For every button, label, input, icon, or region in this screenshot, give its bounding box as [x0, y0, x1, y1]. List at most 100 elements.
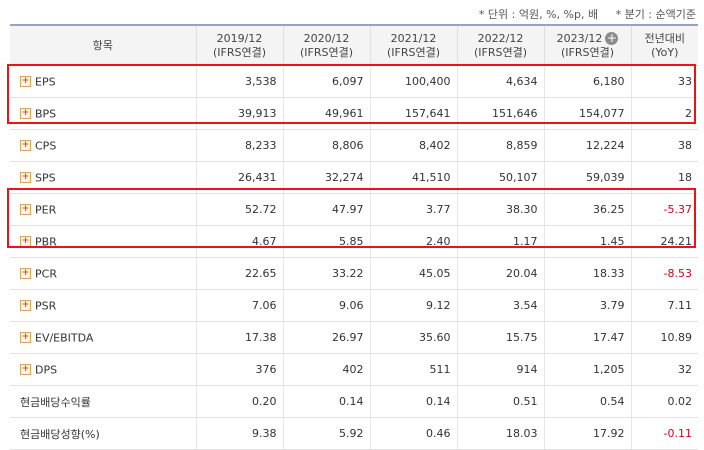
- value-cell: 154,077: [543, 97, 631, 130]
- value-cell: 100,400: [369, 65, 457, 98]
- value-cell: 4.67: [195, 225, 283, 258]
- yoy-cell: 24.21: [630, 225, 698, 258]
- value-cell: 7.06: [195, 289, 283, 322]
- row-label: PCR: [35, 267, 57, 281]
- table-row: + PCR 22.65 33.22 45.05 20.04 18.33 -8.53: [10, 257, 698, 290]
- value-cell: 38.30: [456, 193, 544, 226]
- table-row: + SPS 26,431 32,274 41,510 50,107 59,039 18: [10, 161, 698, 194]
- value-cell: 0.51: [456, 385, 544, 418]
- period-header: 2020/12 (IFRS연결): [282, 24, 370, 66]
- value-cell: 151,646: [456, 97, 544, 130]
- expand-plus-icon[interactable]: +: [20, 140, 31, 152]
- value-cell: 9.12: [369, 289, 457, 322]
- value-cell: 49,961: [282, 97, 370, 130]
- row-label: EV/EBITDA: [35, 331, 94, 345]
- value-cell: 0.46: [369, 417, 457, 450]
- value-cell: 26.97: [282, 321, 370, 354]
- table-notes: * 단위 : 억원, %, %p, 배 * 분기 : 순액기준: [465, 6, 696, 22]
- row-label-cell[interactable]: + PCR: [10, 257, 196, 290]
- table-row: 현금배당성향(%) 9.38 5.92 0.46 18.03 17.92 -0.11: [10, 417, 698, 450]
- value-cell: 1,205: [543, 353, 631, 386]
- yoy-header: 전년대비 (YoY): [630, 24, 698, 66]
- value-cell: 914: [456, 353, 544, 386]
- expand-plus-icon[interactable]: +: [20, 172, 31, 184]
- value-cell: 402: [282, 353, 370, 386]
- value-cell: 59,039: [543, 161, 631, 194]
- row-label-cell[interactable]: + EPS: [10, 65, 196, 98]
- yoy-cell: 38: [630, 129, 698, 162]
- value-cell: 15.75: [456, 321, 544, 354]
- item-header: 항목: [10, 24, 196, 66]
- period-header: 2019/12 (IFRS연결): [195, 24, 283, 66]
- financial-ratio-table: 항목 2019/12 (IFRS연결) 2020/12 (IFRS연결) 2021/…: [10, 24, 698, 450]
- value-cell: 35.60: [369, 321, 457, 354]
- yoy-cell: -5.37: [630, 193, 698, 226]
- row-label-cell[interactable]: + PER: [10, 193, 196, 226]
- row-label-cell[interactable]: + PBR: [10, 225, 196, 258]
- yoy-cell: 7.11: [630, 289, 698, 322]
- expand-plus-icon[interactable]: +: [20, 204, 31, 216]
- value-cell: 511: [369, 353, 457, 386]
- value-cell: 2.40: [369, 225, 457, 258]
- value-cell: 39,913: [195, 97, 283, 130]
- value-cell: 26,431: [195, 161, 283, 194]
- value-cell: 17.38: [195, 321, 283, 354]
- row-label-cell[interactable]: + DPS: [10, 353, 196, 386]
- table-row: + PBR 4.67 5.85 2.40 1.17 1.45 24.21: [10, 225, 698, 258]
- row-label: PSR: [35, 299, 57, 313]
- period-header: 2023/12 + (IFRS연결): [543, 24, 631, 66]
- value-cell: 376: [195, 353, 283, 386]
- basis-note: * 분기 : 순액기준: [615, 8, 696, 21]
- row-label: CPS: [35, 139, 57, 153]
- expand-plus-icon[interactable]: +: [20, 364, 31, 376]
- value-cell: 3.79: [543, 289, 631, 322]
- expand-plus-icon[interactable]: +: [20, 236, 31, 248]
- value-cell: 36.25: [543, 193, 631, 226]
- value-cell: 18.33: [543, 257, 631, 290]
- row-label-cell[interactable]: + SPS: [10, 161, 196, 194]
- value-cell: 1.45: [543, 225, 631, 258]
- row-label-cell: 현금배당수익률: [10, 385, 196, 418]
- row-label: EPS: [35, 75, 56, 89]
- value-cell: 33.22: [282, 257, 370, 290]
- yoy-cell: 32: [630, 353, 698, 386]
- value-cell: 8,806: [282, 129, 370, 162]
- value-cell: 9.06: [282, 289, 370, 322]
- add-column-icon[interactable]: +: [605, 31, 619, 45]
- value-cell: 9.38: [195, 417, 283, 450]
- row-label: 현금배당성향(%): [20, 427, 100, 441]
- table-row: + BPS 39,913 49,961 157,641 151,646 154,077 2: [10, 97, 698, 130]
- value-cell: 3.54: [456, 289, 544, 322]
- table-row: + EPS 3,538 6,097 100,400 4,634 6,180 33: [10, 65, 698, 98]
- row-label-cell[interactable]: + CPS: [10, 129, 196, 162]
- yoy-cell: 2: [630, 97, 698, 130]
- row-label-cell[interactable]: + BPS: [10, 97, 196, 130]
- value-cell: 8,859: [456, 129, 544, 162]
- period-header: 2022/12 (IFRS연결): [456, 24, 544, 66]
- expand-plus-icon[interactable]: +: [20, 76, 31, 88]
- value-cell: 6,180: [543, 65, 631, 98]
- value-cell: 18.03: [456, 417, 544, 450]
- value-cell: 6,097: [282, 65, 370, 98]
- value-cell: 5.85: [282, 225, 370, 258]
- row-label-cell[interactable]: + EV/EBITDA: [10, 321, 196, 354]
- value-cell: 20.04: [456, 257, 544, 290]
- row-label: PBR: [35, 235, 57, 249]
- table-row: + PSR 7.06 9.06 9.12 3.54 3.79 7.11: [10, 289, 698, 322]
- expand-plus-icon[interactable]: +: [20, 332, 31, 344]
- expand-plus-icon[interactable]: +: [20, 300, 31, 312]
- row-label-cell[interactable]: + PSR: [10, 289, 196, 322]
- expand-plus-icon[interactable]: +: [20, 268, 31, 280]
- row-label: 현금배당수익률: [20, 395, 91, 409]
- yoy-cell: -8.53: [630, 257, 698, 290]
- value-cell: 41,510: [369, 161, 457, 194]
- value-cell: 0.14: [282, 385, 370, 418]
- value-cell: 12,224: [543, 129, 631, 162]
- value-cell: 5.92: [282, 417, 370, 450]
- value-cell: 45.05: [369, 257, 457, 290]
- expand-plus-icon[interactable]: +: [20, 108, 31, 120]
- yoy-cell: 18: [630, 161, 698, 194]
- value-cell: 4,634: [456, 65, 544, 98]
- yoy-cell: 33: [630, 65, 698, 98]
- yoy-cell: -0.11: [630, 417, 698, 450]
